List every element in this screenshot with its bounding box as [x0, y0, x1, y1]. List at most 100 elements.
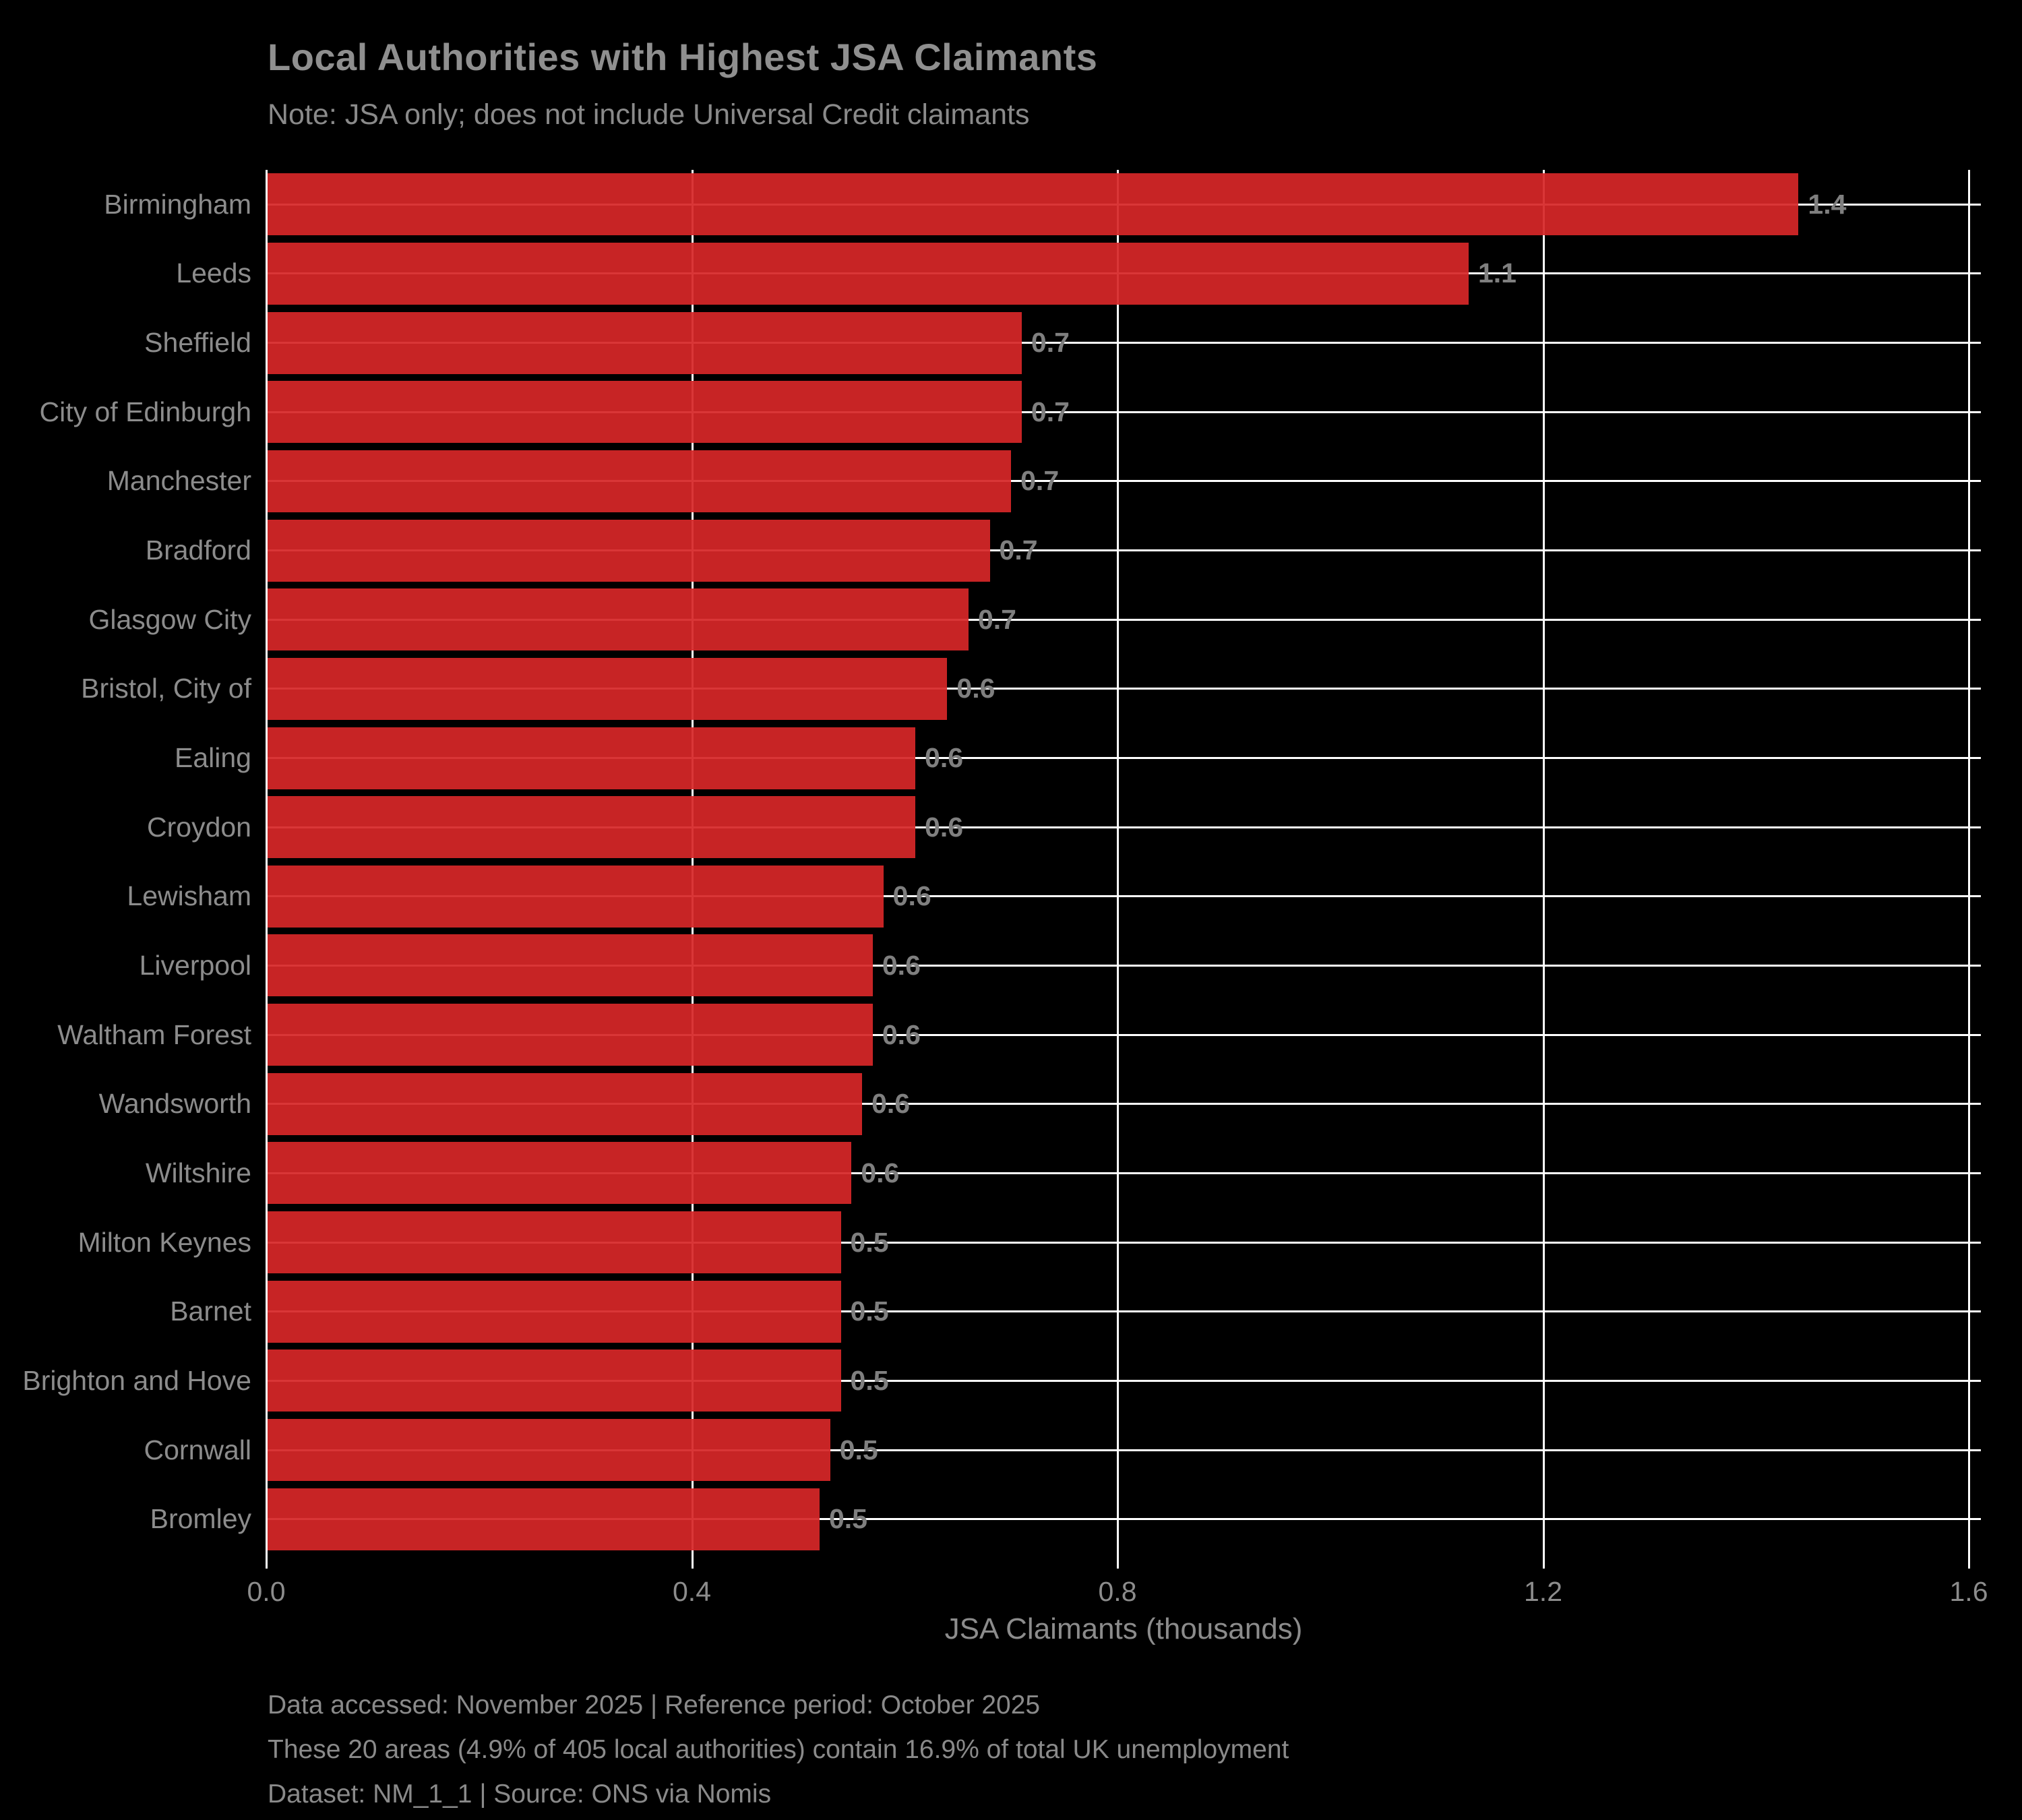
bar	[266, 1211, 841, 1274]
bar	[266, 657, 948, 720]
x-axis-tick	[1117, 1554, 1119, 1569]
horizontal-gridline	[266, 1241, 1981, 1244]
vertical-gridline	[1968, 170, 1970, 1554]
bar-value-label: 1.4	[1808, 188, 1847, 220]
bar	[266, 1280, 841, 1343]
category-label: Manchester	[106, 465, 251, 497]
bar	[266, 1488, 820, 1550]
plot-area: 1.4 1.1 0.7 0.7 0.7 0.7 0.7 0.6 0.6 0.6 0.6 0.6 0.6 0…	[266, 170, 1981, 1554]
x-axis-label: JSA Claimants (thousands)	[944, 1612, 1303, 1645]
bar	[266, 1072, 863, 1135]
y-axis-spine	[266, 170, 268, 1554]
bar-value-label: 0.5	[828, 1503, 867, 1535]
chart-title: Local Authorities with Highest JSA Claim…	[268, 36, 1098, 78]
horizontal-gridline	[266, 826, 1981, 828]
x-axis-tick-label: 0.4	[673, 1576, 711, 1607]
bar	[266, 242, 1469, 305]
category-label: Cornwall	[144, 1434, 252, 1465]
x-axis-tick-label: 0.0	[247, 1576, 286, 1607]
bar-value-label: 0.6	[882, 949, 921, 981]
horizontal-gridline	[266, 342, 1981, 344]
vertical-gridline	[1542, 170, 1545, 1554]
category-label: Sheffield	[144, 327, 251, 359]
category-label: Bromley	[150, 1503, 251, 1535]
category-label: Leeds	[176, 257, 251, 289]
bar	[266, 796, 916, 859]
horizontal-gridline	[266, 1449, 1981, 1451]
bar	[266, 381, 1022, 444]
bar	[266, 173, 1799, 236]
horizontal-gridline	[266, 895, 1981, 898]
bar	[266, 1004, 873, 1066]
x-axis-tick	[691, 1554, 694, 1569]
horizontal-gridline	[266, 1379, 1981, 1382]
bar	[266, 934, 873, 997]
bar-value-label: 0.7	[1031, 396, 1070, 427]
bar	[266, 519, 990, 582]
vertical-gridline	[1117, 170, 1119, 1554]
category-label: Wandsworth	[98, 1088, 251, 1120]
footer-source: Dataset: NM_1_1 | Source: ONS via Nomis	[268, 1780, 772, 1809]
x-axis-tick	[1968, 1554, 1970, 1569]
bar	[266, 1349, 841, 1412]
category-label: Birmingham	[104, 188, 251, 220]
horizontal-gridline	[266, 1518, 1981, 1521]
x-axis-tick	[1542, 1554, 1545, 1569]
category-label: Bradford	[145, 535, 251, 566]
bar-value-label: 0.6	[861, 1157, 900, 1188]
horizontal-gridline	[266, 964, 1981, 967]
bar	[266, 450, 1012, 512]
bar-value-label: 0.6	[925, 742, 964, 773]
horizontal-gridline	[266, 1033, 1981, 1036]
horizontal-gridline	[266, 1310, 1981, 1313]
footer-coverage-note: These 20 areas (4.9% of 405 local author…	[268, 1735, 1289, 1764]
category-label: Brighton and Hove	[22, 1364, 251, 1396]
x-axis-tick	[266, 1554, 268, 1569]
x-axis-tick-label: 0.8	[1098, 1576, 1137, 1607]
chart-subtitle: Note: JSA only; does not include Univers…	[268, 98, 1030, 131]
bar-value-label: 0.7	[999, 535, 1038, 566]
bar-value-label: 0.6	[882, 1019, 921, 1050]
horizontal-gridline	[266, 757, 1981, 760]
bar-value-label: 0.5	[839, 1434, 878, 1465]
y-axis-category-labels: Birmingham Leeds Sheffield City of Edinburg…	[0, 170, 251, 1554]
bar	[266, 1419, 830, 1482]
category-label: Ealing	[175, 742, 251, 773]
footer-data-accessed: Data accessed: November 2025 | Reference…	[268, 1691, 1041, 1720]
x-axis-tick-label: 1.6	[1949, 1576, 1988, 1607]
bar-value-label: 0.6	[871, 1088, 911, 1120]
bar-value-label: 1.1	[1477, 257, 1516, 289]
horizontal-gridline	[266, 480, 1981, 483]
bar-value-label: 0.7	[1031, 327, 1070, 359]
bar	[266, 588, 969, 651]
horizontal-gridline	[266, 1103, 1981, 1105]
category-label: Croydon	[147, 811, 251, 843]
horizontal-gridline	[266, 411, 1981, 413]
category-label: Barnet	[170, 1296, 251, 1327]
bar	[266, 1142, 852, 1205]
bar-value-label: 0.5	[850, 1296, 889, 1327]
horizontal-gridline	[266, 688, 1981, 690]
category-label: Wiltshire	[145, 1157, 251, 1188]
category-label: City of Edinburgh	[39, 396, 251, 427]
bar-value-label: 0.6	[892, 880, 931, 912]
category-label: Lewisham	[127, 880, 251, 912]
bar-value-label: 0.6	[956, 673, 995, 704]
bar-value-label: 0.5	[850, 1364, 889, 1396]
bar-value-label: 0.5	[850, 1226, 889, 1258]
category-label: Waltham Forest	[57, 1019, 251, 1050]
bar	[266, 865, 884, 928]
bar-value-label: 0.6	[925, 811, 964, 843]
horizontal-gridline	[266, 1172, 1981, 1174]
category-label: Glasgow City	[88, 603, 251, 635]
category-label: Liverpool	[139, 949, 251, 981]
bar-value-label: 0.7	[977, 603, 1016, 635]
bar	[266, 311, 1022, 374]
bar-value-label: 0.7	[1020, 465, 1060, 497]
horizontal-gridline	[266, 618, 1981, 621]
category-label: Milton Keynes	[78, 1226, 251, 1258]
x-axis-tick-label: 1.2	[1524, 1576, 1562, 1607]
category-label: Bristol, City of	[81, 673, 251, 704]
bar	[266, 727, 916, 789]
